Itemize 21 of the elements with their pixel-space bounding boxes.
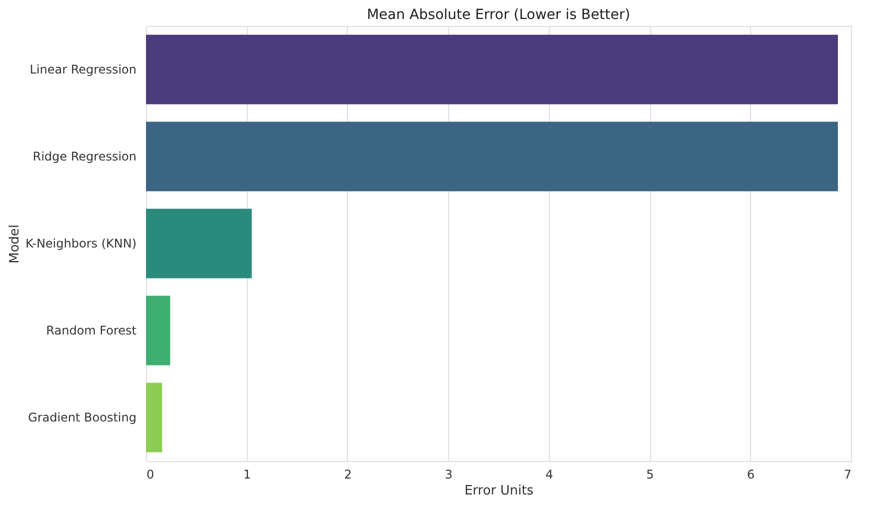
bar <box>146 122 838 192</box>
x-tick-label: 5 <box>646 468 654 482</box>
y-tick-label: Ridge Regression <box>32 150 136 164</box>
y-axis-title: Model <box>8 224 22 264</box>
chart-title: Mean Absolute Error (Lower is Better) <box>366 7 630 23</box>
x-axis-title: Error Units <box>464 484 534 498</box>
bar <box>146 208 252 278</box>
x-tick-label: 7 <box>844 468 852 482</box>
x-tick-label: 0 <box>146 468 154 482</box>
y-tick-label: Gradient Boosting <box>28 410 136 424</box>
x-tick-label: 3 <box>444 468 452 482</box>
bar <box>146 296 170 366</box>
y-tick-label: Linear Regression <box>30 62 136 76</box>
x-tick-label: 4 <box>546 468 554 482</box>
x-tick-label: 2 <box>344 468 352 482</box>
x-tick-label: 1 <box>243 468 252 482</box>
y-tick-label: Random Forest <box>46 324 137 338</box>
bar <box>146 382 162 452</box>
y-tick-label: K-Neighbors (KNN) <box>26 236 136 250</box>
x-tick-label: 6 <box>746 468 755 482</box>
bar <box>146 34 838 104</box>
